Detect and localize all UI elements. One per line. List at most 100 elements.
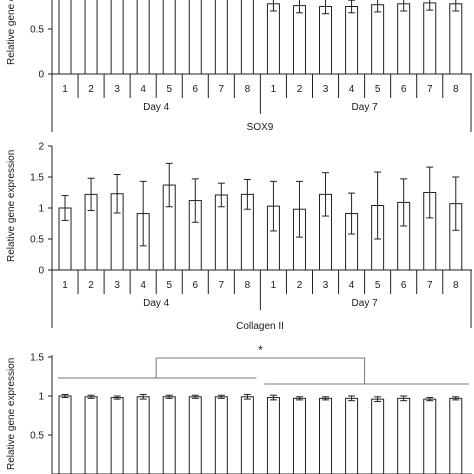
- bar: [292, 5, 306, 75]
- x-tick-label: 1: [271, 280, 277, 291]
- x-tick-label: 6: [192, 84, 198, 95]
- bar: [84, 396, 98, 474]
- error-bar: [61, 195, 69, 221]
- chart-panel-3: Relative gene expression 0.5 1 1.5 *: [6, 343, 472, 474]
- y-axis-label: Relative gene expression: [6, 0, 17, 65]
- group-label: Day 4: [143, 102, 170, 113]
- bar: [162, 0, 176, 75]
- chart-panel-collagen-ii: Relative gene expression 0 0.5 1 1.5 2 1 2 3 4 5…: [6, 142, 472, 332]
- bar: [188, 0, 202, 75]
- x-tick-label: 5: [166, 280, 172, 291]
- error-bar: [165, 162, 173, 208]
- bar: [449, 397, 463, 474]
- panel-label-below: SOX9: [247, 122, 274, 133]
- error-bar: [374, 396, 382, 402]
- bar: [58, 395, 72, 474]
- bar: [162, 396, 176, 474]
- error-bar: [87, 394, 95, 399]
- error-bar: [374, 171, 382, 240]
- y-tick-label: 1.5: [30, 173, 44, 184]
- y-tick-label: 1: [38, 392, 44, 403]
- bar: [397, 397, 411, 474]
- error-bar: [191, 394, 199, 399]
- error-bar: [139, 180, 147, 247]
- bar: [214, 396, 228, 474]
- y-tick-label: 0.5: [30, 25, 44, 36]
- bar: [345, 397, 359, 474]
- bar: [110, 397, 124, 474]
- x-tick-label: 7: [219, 280, 225, 291]
- bar: [266, 3, 280, 75]
- x-tick-label: 2: [88, 280, 94, 291]
- panel-label-below: Collagen II: [236, 321, 284, 332]
- x-tick-label: 8: [245, 280, 251, 291]
- x-tick-label: 4: [140, 84, 146, 95]
- x-tick-label: 2: [297, 84, 303, 95]
- error-bar: [348, 0, 356, 14]
- y-tick-label: 0.5: [30, 431, 44, 442]
- error-bar: [295, 0, 303, 14]
- x-tick-label: 8: [453, 280, 459, 291]
- x-tick-label: 7: [219, 84, 225, 95]
- error-bar: [295, 396, 303, 401]
- error-bar: [295, 180, 303, 238]
- error-bar: [191, 178, 199, 223]
- bar: [136, 396, 150, 474]
- group-label: Day 4: [143, 298, 170, 309]
- x-tick-label: 2: [297, 280, 303, 291]
- bar: [240, 0, 254, 75]
- bar: [84, 0, 98, 75]
- error-bar: [243, 393, 251, 400]
- error-bar: [243, 178, 251, 210]
- bar: [110, 0, 124, 75]
- error-bar: [426, 0, 434, 11]
- x-tick-label: 3: [114, 280, 120, 291]
- bar: [371, 4, 385, 75]
- x-tick-label: 6: [192, 280, 198, 291]
- error-bar: [348, 395, 356, 402]
- x-tick-label: 8: [245, 84, 251, 95]
- x-tick-label: 7: [427, 280, 433, 291]
- bar: [397, 3, 411, 75]
- y-tick-label: 2: [38, 142, 44, 153]
- x-tick-label: 4: [140, 280, 146, 291]
- error-bar: [322, 0, 330, 15]
- bar: [345, 6, 359, 75]
- error-bar: [400, 395, 408, 402]
- x-tick-label: 4: [349, 84, 355, 95]
- error-bar: [139, 393, 147, 400]
- error-bar: [452, 0, 460, 12]
- bar: [188, 396, 202, 474]
- y-tick-label: 0: [38, 266, 44, 277]
- error-bar: [452, 176, 460, 231]
- bar: [449, 3, 463, 75]
- y-axis-label: Relative gene expression: [6, 358, 17, 470]
- error-bar: [113, 395, 121, 400]
- error-bar: [374, 0, 382, 13]
- significance-star: *: [258, 343, 263, 357]
- error-bar: [322, 172, 330, 217]
- y-tick-label: 1: [38, 204, 44, 215]
- bar: [214, 0, 228, 75]
- error-bar: [400, 0, 408, 12]
- x-tick-label: 6: [401, 280, 407, 291]
- error-bar: [269, 180, 277, 232]
- error-bar: [426, 397, 434, 402]
- group-label: Day 7: [352, 298, 379, 309]
- error-bar: [165, 394, 173, 399]
- error-bar: [217, 394, 225, 399]
- error-bar: [452, 396, 460, 401]
- x-tick-label: 1: [62, 84, 68, 95]
- y-tick-label: 1.5: [30, 353, 44, 364]
- x-tick-label: 3: [323, 84, 329, 95]
- x-tick-label: 4: [349, 280, 355, 291]
- error-bar: [322, 396, 330, 401]
- bar: [319, 6, 333, 75]
- y-tick-label: 0: [38, 70, 44, 81]
- x-tick-label: 1: [62, 280, 68, 291]
- group-label: Day 7: [352, 102, 379, 113]
- bar: [319, 397, 333, 474]
- significance-bracket: [155, 357, 366, 384]
- error-bar: [61, 393, 69, 399]
